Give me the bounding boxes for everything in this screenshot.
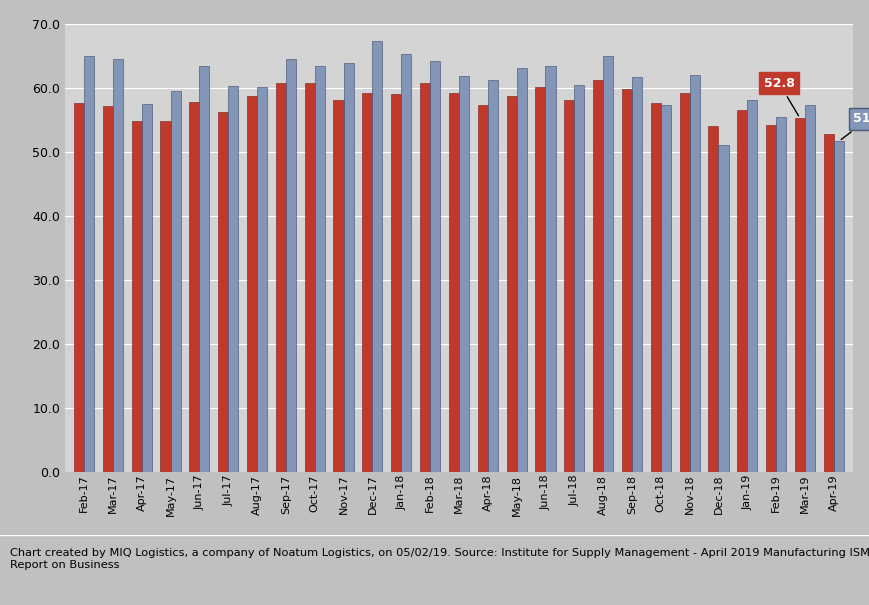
Bar	[621, 90, 631, 472]
Bar	[534, 87, 545, 472]
Bar	[84, 56, 94, 472]
Bar	[343, 62, 354, 472]
Bar	[333, 100, 343, 472]
Bar	[131, 122, 142, 472]
Bar	[516, 68, 526, 472]
Bar	[372, 41, 382, 472]
Bar	[113, 59, 123, 472]
Bar	[429, 61, 440, 472]
Bar	[160, 121, 170, 472]
Bar	[420, 83, 429, 472]
Bar	[707, 126, 718, 472]
Bar	[275, 83, 286, 472]
Bar	[602, 56, 613, 472]
Bar	[103, 106, 113, 472]
Bar	[804, 105, 814, 472]
Bar	[689, 75, 699, 472]
Bar	[506, 96, 516, 472]
Text: 52.8: 52.8	[763, 77, 798, 116]
Bar	[660, 105, 670, 472]
Bar	[736, 110, 746, 472]
Bar	[74, 103, 84, 472]
Text: Chart created by MIQ Logistics, a company of Noatum Logistics, on 05/02/19. Sour: Chart created by MIQ Logistics, a compan…	[10, 548, 869, 569]
Bar	[823, 134, 833, 472]
Bar	[488, 80, 497, 472]
Bar	[718, 145, 727, 472]
Bar	[228, 85, 238, 472]
Bar	[362, 93, 372, 472]
Bar	[218, 112, 228, 472]
Bar	[545, 66, 555, 472]
Bar	[199, 66, 209, 472]
Bar	[304, 83, 315, 472]
Bar	[391, 94, 401, 472]
Bar	[170, 91, 181, 472]
Bar	[746, 100, 757, 472]
Bar	[286, 59, 295, 472]
Bar	[631, 77, 641, 472]
Bar	[247, 96, 256, 472]
Bar	[401, 54, 411, 472]
Bar	[593, 80, 602, 472]
Text: 51.7: 51.7	[840, 113, 869, 140]
Bar	[256, 87, 267, 472]
Bar	[477, 105, 488, 472]
Bar	[766, 125, 775, 472]
Bar	[142, 104, 151, 472]
Bar	[189, 102, 199, 472]
Bar	[574, 85, 584, 472]
Bar	[315, 67, 324, 472]
Bar	[459, 76, 468, 472]
Bar	[563, 100, 574, 472]
Bar	[448, 93, 459, 472]
Bar	[775, 117, 786, 472]
Bar	[650, 103, 660, 472]
Bar	[794, 118, 804, 472]
Bar	[833, 141, 843, 472]
Bar	[679, 93, 689, 472]
